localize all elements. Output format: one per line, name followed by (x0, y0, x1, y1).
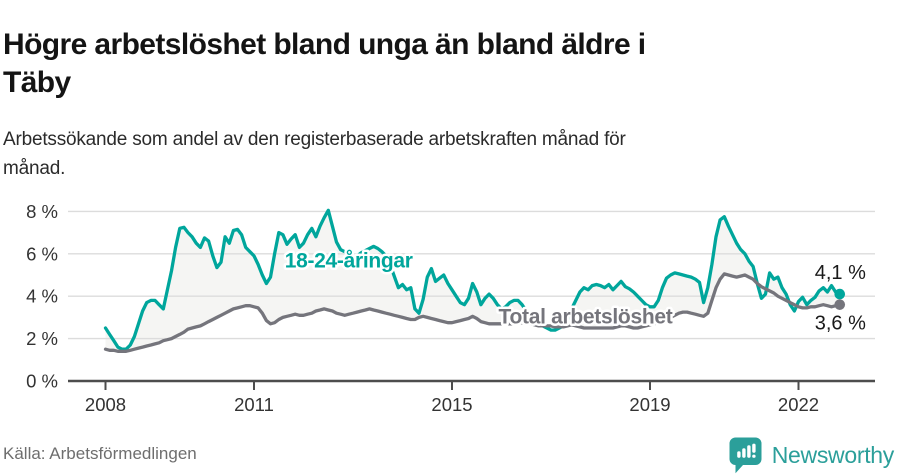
y-tick-label-2: 2 % (26, 328, 58, 349)
page-title-line-1: Högre arbetslöshet bland unga än bland ä… (3, 28, 646, 62)
newsworthy-logo: Newsworthy (728, 436, 894, 474)
bar-medium (741, 448, 746, 458)
bar-tall (746, 445, 751, 458)
end-dot-Total arbetslöshet (834, 299, 846, 310)
fill-between-series (105, 210, 840, 352)
bar-small (736, 451, 741, 458)
end-value-label-18-24-åringar: 4,1 % (815, 262, 866, 284)
y-tick-label-6: 6 % (26, 243, 58, 264)
unemployment-line-chart: 2008 2011 2015 2019 2022 0 % 2 % 4 % 6 % 8 % 4,1 %… (26, 201, 875, 415)
page-title: Högre arbetslöshet bland unga än bland ä… (3, 26, 892, 102)
brand-name: Newsworthy (771, 441, 895, 468)
y-tick-label-4: 4 % (26, 286, 58, 307)
x-tick-label-2022: 2022 (778, 394, 819, 415)
source-note: Källa: Arbetsförmedlingen (3, 444, 197, 463)
newsworthy-speech-bubble-bars-icon (729, 437, 762, 474)
subtitle: Arbetssökande som andel av den registerb… (3, 125, 840, 183)
series-label-18-24-åringar: 18-24-åringar (285, 250, 413, 273)
series-line-18-24-åringar (103, 208, 842, 351)
x-tick-label-2019: 2019 (629, 394, 670, 415)
subtitle-line-1: Arbetssökande som andel av den registerb… (3, 129, 626, 150)
y-tick-label-0: 0 % (26, 371, 58, 392)
exclamation-bar (751, 443, 756, 453)
y-tick-label-8: 8 % (26, 201, 58, 222)
subtitle-line-2: månad. (3, 158, 66, 179)
exclamation-dot (751, 454, 756, 458)
series-line-Total arbetslöshet (103, 272, 842, 353)
page-title-line-2: Täby (3, 66, 71, 100)
series-label-Total arbetslöshet: Total arbetslöshet (499, 305, 673, 328)
x-tick-label-2011: 2011 (234, 394, 274, 415)
end-dot-18-24-åringar (834, 288, 846, 300)
x-tick-label-2015: 2015 (431, 394, 472, 415)
end-value-label-Total arbetslöshet: 3,6 % (815, 313, 866, 335)
x-tick-label-2008: 2008 (85, 394, 126, 415)
